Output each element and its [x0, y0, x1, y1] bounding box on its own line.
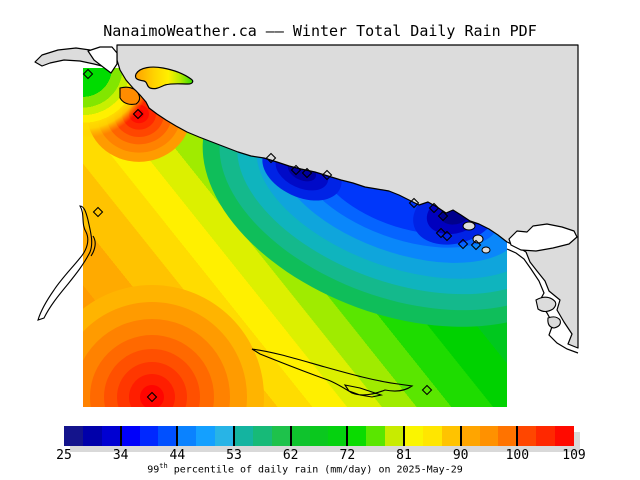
station-marker — [265, 152, 277, 164]
colorbar-cell — [441, 426, 461, 446]
colorbar-cell — [536, 426, 556, 446]
station-marker — [92, 206, 104, 218]
channel-blob-north — [119, 86, 141, 105]
colorbar-cell — [120, 426, 140, 446]
colorbar-tick — [289, 426, 292, 446]
colorbar-label: 100 — [505, 448, 530, 463]
colorbar-cell — [347, 426, 367, 446]
colorbar-caption: 99th percentile of daily rain (mm/day) o… — [0, 462, 610, 475]
colorbar-cell — [290, 426, 310, 446]
caption-superscript: th — [159, 462, 168, 470]
station-marker — [146, 391, 158, 403]
colorbar-label: 81 — [396, 448, 412, 463]
station-marker — [321, 169, 333, 181]
colorbar-label: 62 — [282, 448, 299, 463]
station-marker — [457, 238, 469, 250]
colorbar-cell — [498, 426, 518, 446]
station-marker — [408, 197, 420, 209]
station-marker — [435, 227, 447, 239]
caption-rest: percentile of daily rain (mm/day) on 202… — [167, 464, 463, 476]
islet-coast-1 — [462, 221, 476, 231]
colorbar-cell — [177, 426, 197, 446]
colorbar-label: 109 — [562, 448, 586, 463]
islet-strait-1 — [535, 296, 557, 313]
colorbar-cell — [479, 426, 499, 446]
caption-prefix: 99 — [147, 464, 160, 476]
islet-coast-3 — [481, 246, 491, 254]
colorbar-cell — [234, 426, 253, 446]
station-marker — [290, 164, 302, 176]
colorbar-tick — [119, 426, 122, 446]
colorbar-tick — [346, 426, 349, 446]
colorbar-cell — [460, 426, 480, 446]
strait-water-east — [507, 249, 578, 420]
station-marker — [301, 167, 313, 179]
colorbar-tick — [516, 426, 519, 446]
colorbar-cell — [252, 426, 272, 446]
colorbar-cell — [328, 426, 348, 446]
colorbar — [64, 426, 575, 446]
station-marker — [132, 108, 144, 120]
rain-max-southwest — [83, 285, 264, 407]
colorbar-label: 34 — [112, 448, 129, 463]
colorbar-cell — [215, 426, 235, 446]
colorbar-cell — [385, 426, 405, 446]
harbour-bay-east — [508, 223, 578, 252]
colorbar-label: 90 — [452, 448, 469, 463]
colorbar-cell — [366, 426, 386, 446]
station-marker — [428, 202, 440, 214]
station-marker — [82, 68, 94, 80]
colorbar-cell — [517, 426, 537, 446]
colorbar-cell — [555, 426, 575, 446]
colorbar-label: 53 — [226, 448, 242, 463]
island-outline-south — [251, 348, 414, 398]
colorbar-cell — [271, 426, 291, 446]
station-marker — [437, 210, 449, 222]
colorbar-tick — [233, 426, 235, 446]
colorbar-tick — [176, 426, 179, 446]
colorbar-cell — [82, 426, 102, 446]
colorbar-label: 44 — [169, 448, 186, 463]
islet-strait-2 — [547, 316, 561, 329]
colorbar-tick — [459, 426, 462, 446]
colorbar-cell — [309, 426, 329, 446]
station-marker — [441, 230, 453, 242]
station-marker — [421, 384, 433, 396]
colorbar-cell — [158, 426, 178, 446]
station-marker — [470, 239, 482, 251]
colorbar-cell — [64, 426, 83, 446]
colorbar-label: 72 — [339, 448, 356, 463]
land-mass — [116, 44, 579, 349]
bay-notch-northwest — [87, 46, 118, 74]
colorbar-cell — [101, 426, 121, 446]
colorbar-cell — [139, 426, 159, 446]
colorbar-cell — [422, 426, 442, 446]
colorbar-cell — [404, 426, 423, 446]
station-markers — [82, 68, 482, 403]
colorbar-label: 25 — [56, 448, 72, 463]
island-outline-north — [134, 66, 194, 90]
colorbar-cell — [196, 426, 216, 446]
colorbar-tick — [403, 426, 405, 446]
coastline-west-shore — [37, 205, 96, 321]
map-title: NanaimoWeather.ca —— Winter Total Daily … — [103, 22, 537, 40]
colorbar-labels: 25 34 44 53 62 72 81 90 100 109 — [0, 448, 640, 463]
